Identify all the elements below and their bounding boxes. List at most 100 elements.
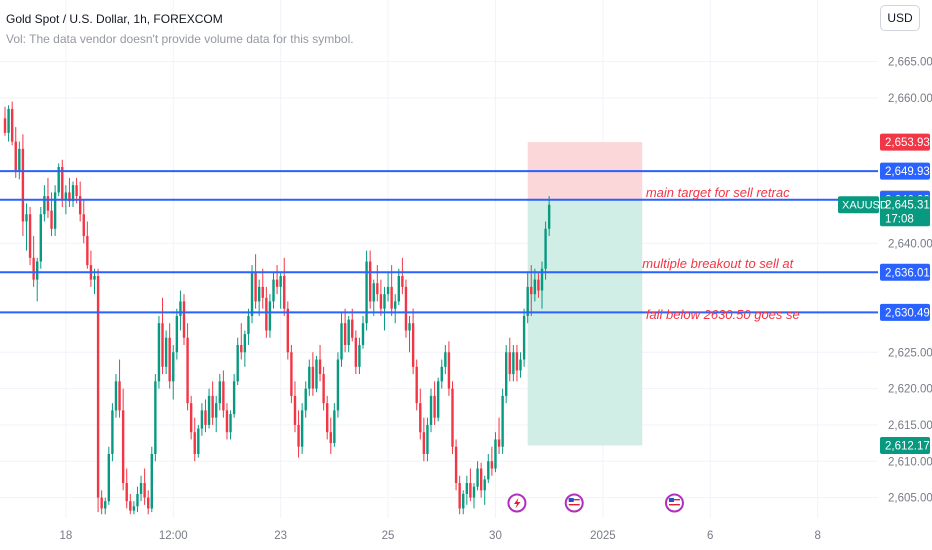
long-short-position-tool[interactable] bbox=[527, 142, 643, 446]
candle-body bbox=[483, 479, 486, 491]
price-axis[interactable]: 2,605.00 2,610.00 2,615.00 2,620.00 2,625.00… bbox=[888, 57, 932, 505]
candle-body bbox=[39, 214, 42, 262]
candle-body bbox=[64, 192, 68, 200]
candle-body bbox=[229, 414, 232, 433]
candle-body bbox=[397, 275, 400, 302]
candle-body bbox=[462, 493, 465, 509]
candle-body bbox=[515, 352, 519, 371]
candle-body bbox=[376, 283, 379, 295]
candle-body bbox=[179, 301, 182, 316]
flash-icon-bolt bbox=[513, 498, 521, 509]
price-badge-box bbox=[880, 196, 930, 227]
time-axis-tick-label: 23 bbox=[274, 530, 287, 542]
candle-body bbox=[436, 381, 440, 418]
event-markers[interactable] bbox=[507, 493, 684, 513]
price-badge: 2,636.01 bbox=[880, 263, 930, 281]
time-axis-tick-label: 6 bbox=[707, 530, 713, 542]
candle-body bbox=[250, 272, 254, 316]
candle-body bbox=[68, 192, 71, 202]
candle-body bbox=[544, 228, 547, 269]
candle-body bbox=[361, 323, 365, 346]
candle-body bbox=[121, 410, 125, 484]
candle-body bbox=[75, 185, 78, 197]
us-flag-icon[interactable] bbox=[664, 493, 684, 513]
currency-button[interactable]: USD bbox=[880, 5, 920, 31]
annotation-text[interactable]: fall below 2630.50 goes se bbox=[646, 307, 800, 322]
candle-body bbox=[10, 108, 14, 142]
price-badge: 2,653.93 bbox=[880, 133, 930, 151]
candle-body bbox=[132, 506, 136, 511]
us-flag-stripe bbox=[568, 501, 580, 503]
candle-body bbox=[433, 395, 436, 418]
candle-body bbox=[293, 395, 297, 425]
candle-body bbox=[96, 275, 100, 498]
candle-body bbox=[161, 323, 164, 367]
candle-body bbox=[275, 279, 279, 287]
price-badge-box bbox=[880, 263, 930, 281]
candle-body bbox=[53, 192, 57, 229]
candle-body bbox=[547, 204, 551, 229]
candle-body bbox=[211, 395, 214, 418]
candle-body bbox=[150, 453, 153, 509]
price-badge-box bbox=[880, 303, 930, 321]
price-axis-tick-label: 2,625.00 bbox=[888, 347, 932, 359]
price-badge: 2,630.49 bbox=[880, 303, 930, 321]
candle-body bbox=[494, 439, 497, 469]
candle-body bbox=[25, 214, 28, 222]
candle-body bbox=[379, 294, 383, 309]
candle-body bbox=[419, 403, 422, 433]
annotations[interactable]: main target for sell retrac multiple brea… bbox=[642, 185, 800, 322]
candle-body bbox=[243, 334, 247, 353]
time-axis[interactable]: 18 12:00 23 25 30 2025 6 8 bbox=[59, 530, 820, 542]
candle-body bbox=[129, 501, 132, 511]
candle-body bbox=[315, 359, 318, 389]
price-badge-label: 2,630.49 bbox=[885, 307, 930, 319]
candle-body bbox=[351, 319, 354, 338]
candle-body bbox=[469, 483, 472, 498]
candle-body bbox=[168, 337, 171, 382]
candle-body bbox=[340, 323, 343, 360]
price-axis-tick-label: 2,665.00 bbox=[888, 57, 932, 69]
candle-body bbox=[522, 315, 526, 360]
candle-body bbox=[272, 279, 275, 302]
candle-body bbox=[107, 453, 111, 502]
candle-body bbox=[175, 315, 179, 353]
candle-body bbox=[408, 323, 411, 331]
candle-body bbox=[18, 148, 21, 171]
symbol-title[interactable]: Gold Spot / U.S. Dollar, 1h, FOREXCOM bbox=[6, 12, 223, 26]
price-badge-countdown: 17:08 bbox=[885, 214, 914, 226]
candle-body bbox=[440, 366, 443, 382]
candle-body bbox=[537, 279, 540, 291]
us-flag-stripe bbox=[668, 504, 680, 506]
candle-body bbox=[139, 483, 143, 494]
us-flag-icon[interactable] bbox=[564, 493, 584, 513]
candle-body bbox=[57, 167, 60, 193]
annotation-text[interactable]: main target for sell retrac bbox=[646, 185, 790, 200]
candle-body bbox=[347, 319, 350, 346]
candle-body bbox=[519, 359, 522, 371]
candle-body bbox=[147, 497, 150, 509]
annotation-text[interactable]: multiple breakout to sell at bbox=[642, 256, 794, 271]
time-axis-tick-label: 12:00 bbox=[159, 530, 188, 542]
candle-body bbox=[540, 268, 544, 291]
candle-body bbox=[490, 461, 494, 469]
candle-body bbox=[172, 352, 175, 382]
candle-body bbox=[71, 185, 75, 202]
horizontal-lines[interactable] bbox=[0, 170, 878, 314]
candle-body bbox=[390, 286, 393, 309]
candle-body bbox=[526, 286, 529, 316]
candle-body bbox=[215, 403, 218, 418]
volume-note: Vol: The data vendor doesn't provide vol… bbox=[6, 32, 354, 46]
candle-body bbox=[447, 352, 451, 389]
candle-body bbox=[386, 286, 390, 295]
price-badge-box bbox=[880, 133, 930, 151]
candle-body bbox=[318, 359, 322, 375]
candle-body bbox=[501, 395, 504, 447]
symbol-badge-box bbox=[838, 196, 879, 214]
candle-body bbox=[286, 308, 290, 353]
flash-icon[interactable] bbox=[507, 493, 527, 513]
candle-body bbox=[426, 424, 429, 454]
us-flag-stripe bbox=[668, 501, 680, 503]
price-badge: 2,649.93 bbox=[880, 162, 930, 180]
